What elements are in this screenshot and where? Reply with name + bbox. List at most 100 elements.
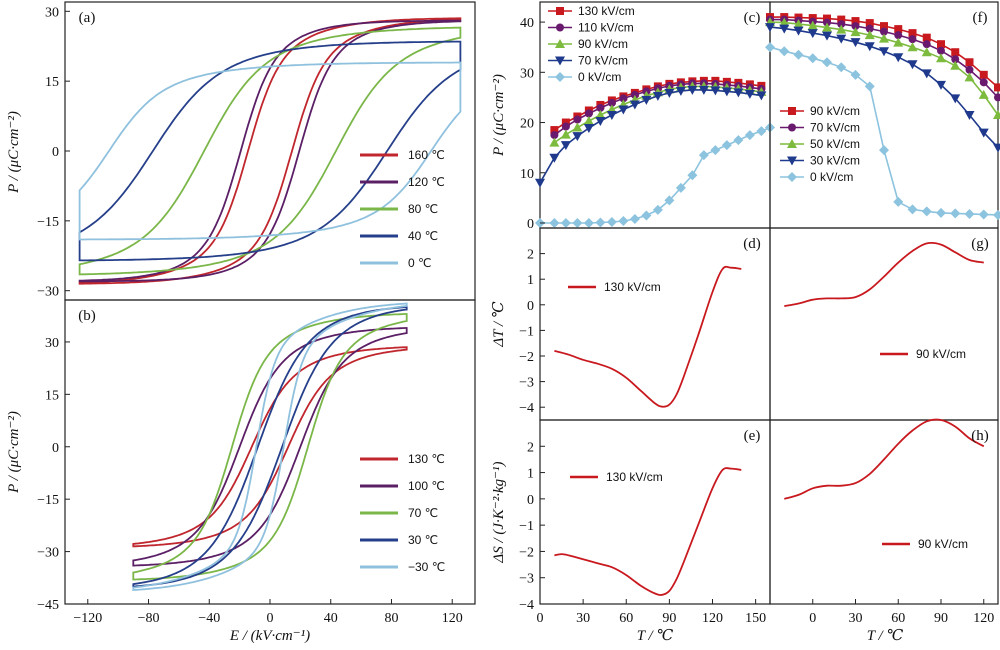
data-point-f-3 <box>993 143 1000 153</box>
data-point-f-3 <box>807 29 818 39</box>
data-point-c-4 <box>710 145 721 156</box>
data-point-f-1 <box>979 78 988 87</box>
data-point-c-3 <box>595 117 606 127</box>
data-point-c-4 <box>733 135 744 146</box>
x-tick-label-b: 120 <box>442 611 463 626</box>
panel-label-h: (h) <box>971 428 989 444</box>
data-point-f-0 <box>951 48 960 57</box>
legend-label-a: 120 ℃ <box>408 175 445 189</box>
data-point-f-0 <box>994 83 1000 92</box>
data-point-f-1 <box>994 93 1000 102</box>
legend-label-c: 110 kV/cm <box>578 21 634 35</box>
data-point-f-4 <box>936 207 946 218</box>
data-point-c-4 <box>652 204 663 215</box>
panel-label-c: (c) <box>744 10 761 26</box>
y-tick-label-c: 0 <box>527 217 534 232</box>
y-tick-label-a: 0 <box>52 145 59 160</box>
legend-label-f: 50 kV/cm <box>810 137 860 151</box>
data-point-f-4 <box>893 196 904 207</box>
data-point-f-3 <box>879 47 889 57</box>
data-point-f-4 <box>950 208 961 219</box>
y-axis-label-a: P / (μC·cm⁻²) <box>6 111 22 194</box>
legend-marker-f <box>787 156 797 166</box>
data-point-c-3 <box>744 89 755 99</box>
curve-d <box>554 265 742 408</box>
data-point-f-1 <box>922 40 931 49</box>
data-point-f-2 <box>822 22 832 32</box>
data-point-f-0 <box>851 17 860 26</box>
y-tick-label-d: 1 <box>527 273 534 288</box>
data-point-f-3 <box>964 111 975 120</box>
y-tick-label-c: 10 <box>520 167 534 182</box>
data-point-c-3 <box>606 111 617 120</box>
legend-marker-f <box>788 123 796 132</box>
legend-label-b: 130 ℃ <box>408 452 445 466</box>
y-axis-label-c: P / (μC·cm⁻²) <box>491 74 507 157</box>
curve-g <box>784 242 984 307</box>
data-point-c-4 <box>721 140 732 151</box>
data-point-c-1 <box>573 115 582 124</box>
y-tick-label-d: −1 <box>519 324 534 339</box>
y-tick-label-d: 2 <box>527 248 534 263</box>
data-point-f-4 <box>993 209 1000 220</box>
legend-label-b: 100 ℃ <box>408 479 445 493</box>
x-tick-label-h: 30 <box>849 611 863 626</box>
x-tick-label-e: 120 <box>702 611 723 626</box>
hysteresis-loop-b-3 <box>132 306 408 588</box>
data-point-c-1 <box>550 131 559 140</box>
legend-label-b: 70 ℃ <box>408 506 438 520</box>
legend-marker-c <box>555 72 565 82</box>
series-line-c-3 <box>539 89 762 184</box>
data-point-c-2 <box>572 122 583 132</box>
data-point-c-3 <box>549 153 560 163</box>
series-line-f-3 <box>769 26 999 149</box>
y-tick-label-a: 15 <box>45 75 59 90</box>
x-tick-label-h: 0 <box>809 611 816 626</box>
data-point-f-3 <box>793 26 804 36</box>
legend-label-a: 40 ℃ <box>408 229 438 243</box>
y-tick-label-a: −15 <box>37 215 59 230</box>
y-tick-label-d: −3 <box>519 376 534 391</box>
y-tick-label-b: 0 <box>52 441 59 456</box>
x-tick-label-h: 120 <box>973 611 994 626</box>
legend-label-b: 30 ℃ <box>408 533 438 547</box>
x-axis-label-e: T / ℃ <box>637 628 674 644</box>
data-point-c-1 <box>561 122 570 131</box>
curve-e <box>554 467 742 596</box>
data-point-c-4 <box>675 182 686 193</box>
data-point-f-3 <box>765 23 775 33</box>
x-tick-label-b: −80 <box>138 611 160 626</box>
hysteresis-loop-a-4 <box>78 61 462 241</box>
y-tick-label-d: −2 <box>519 350 534 365</box>
data-point-f-4 <box>864 81 875 92</box>
legend-label-c: 70 kV/cm <box>578 54 628 68</box>
data-point-c-0 <box>550 126 559 135</box>
hysteresis-loop-a-0 <box>78 17 462 285</box>
x-tick-label-h: 60 <box>891 611 905 626</box>
data-point-c-3 <box>572 132 583 142</box>
data-point-f-2 <box>936 53 946 63</box>
data-point-c-1 <box>630 90 639 99</box>
annotation-label-d: 130 kV/cm <box>604 280 661 294</box>
data-point-c-3 <box>733 88 744 98</box>
data-point-f-2 <box>864 30 875 40</box>
data-point-c-2 <box>560 129 571 139</box>
data-point-f-4 <box>907 204 918 215</box>
hysteresis-loop-a-1 <box>78 19 462 283</box>
data-point-f-3 <box>978 128 989 138</box>
data-point-f-3 <box>850 38 861 48</box>
data-point-f-4 <box>765 42 775 53</box>
plot-frame-h <box>769 419 999 605</box>
data-point-f-2 <box>807 20 818 30</box>
x-tick-label-e: 0 <box>537 611 544 626</box>
data-point-c-1 <box>596 103 605 112</box>
data-point-f-3 <box>836 34 847 44</box>
data-point-f-2 <box>978 89 989 99</box>
data-point-c-4 <box>618 215 629 226</box>
data-point-c-4 <box>606 216 617 227</box>
data-point-f-4 <box>879 145 889 156</box>
plot-frame-d <box>539 227 771 421</box>
data-point-c-4 <box>583 217 594 228</box>
data-point-f-3 <box>950 94 961 104</box>
